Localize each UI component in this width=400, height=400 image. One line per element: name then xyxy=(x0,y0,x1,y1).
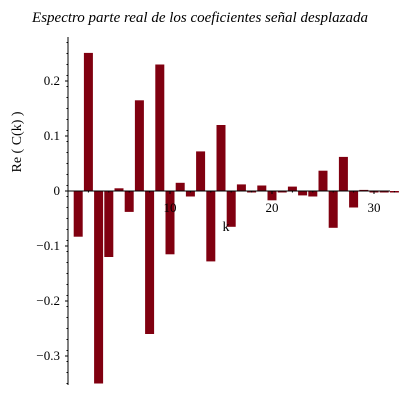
chart-title: Espectro parte real de los coeficientes … xyxy=(31,10,368,26)
bar xyxy=(134,100,144,192)
x-tick-label: 30 xyxy=(368,200,381,215)
y-tick-label: −0.1 xyxy=(36,238,60,253)
bar xyxy=(104,191,114,257)
bar xyxy=(94,191,104,384)
y-tick-label: 0.2 xyxy=(44,73,60,88)
bar xyxy=(287,186,297,191)
bars-group xyxy=(73,52,399,384)
bar xyxy=(83,52,93,192)
bar xyxy=(349,191,359,208)
bar xyxy=(155,64,165,191)
y-axis-label: Re ( C(k) ) xyxy=(10,111,25,172)
bar xyxy=(226,191,236,227)
bar xyxy=(318,170,328,191)
x-tick-label: 20 xyxy=(266,200,279,215)
x-axis-label: k xyxy=(223,220,230,235)
bar xyxy=(124,191,134,212)
bar xyxy=(257,185,267,191)
bar xyxy=(267,191,277,201)
bar xyxy=(145,191,155,334)
bar xyxy=(298,191,308,196)
bar xyxy=(114,188,124,192)
bar xyxy=(206,191,216,262)
y-tick-label: 0 xyxy=(54,183,61,198)
bar xyxy=(338,156,348,191)
bar xyxy=(175,182,185,192)
bar xyxy=(73,191,83,237)
y-tick-label: 0.1 xyxy=(44,128,60,143)
y-tick-label: −0.3 xyxy=(36,348,60,363)
bar xyxy=(277,191,287,193)
bar xyxy=(308,191,318,197)
bar xyxy=(165,191,175,255)
bar xyxy=(196,151,206,191)
x-tick-label: 10 xyxy=(164,200,177,215)
bar xyxy=(328,191,338,228)
axes-group: −0.3 −0.2 −0.1 0 0.1 0.2 10 20 30 xyxy=(36,37,395,385)
y-tick-label: −0.2 xyxy=(36,293,60,308)
bar xyxy=(379,191,389,193)
bar xyxy=(185,191,195,197)
bar xyxy=(236,184,246,191)
bar xyxy=(216,125,226,191)
